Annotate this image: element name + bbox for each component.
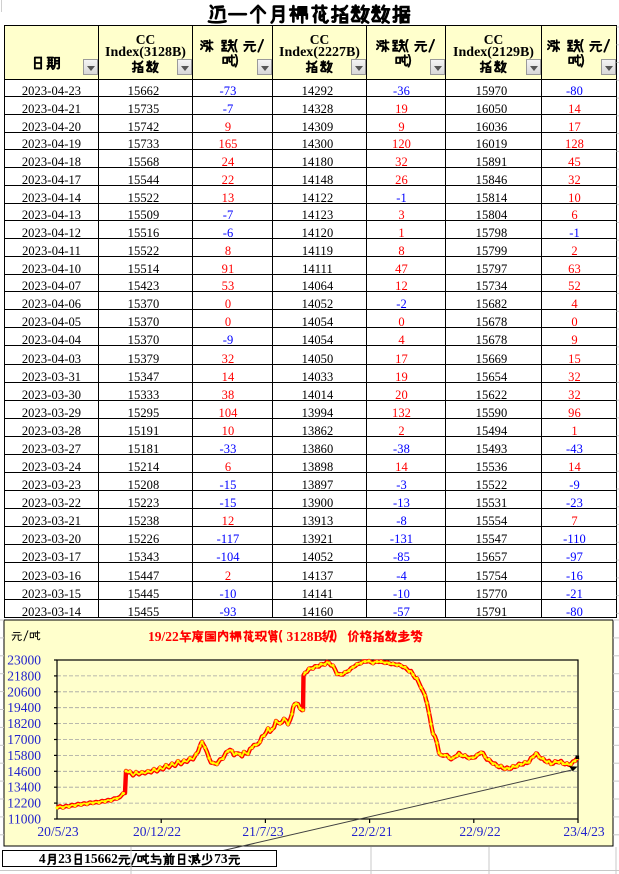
svg-text:23000: 23000 <box>7 653 41 668</box>
svg-text:14600: 14600 <box>7 764 41 779</box>
svg-text:20/12/22: 20/12/22 <box>133 824 181 839</box>
svg-text:19400: 19400 <box>7 700 41 715</box>
svg-text:17000: 17000 <box>7 732 41 747</box>
svg-text:22/9/22: 22/9/22 <box>459 824 500 839</box>
svg-text:20/5/23: 20/5/23 <box>37 824 79 839</box>
svg-text:18200: 18200 <box>7 716 41 731</box>
svg-text:21/7/23: 21/7/23 <box>242 824 284 839</box>
svg-text:22/2/21: 22/2/21 <box>351 824 392 839</box>
svg-text:15800: 15800 <box>7 748 41 763</box>
svg-text:12200: 12200 <box>7 796 41 811</box>
svg-text:21800: 21800 <box>7 668 41 683</box>
svg-text:13400: 13400 <box>7 780 41 795</box>
svg-text:11000: 11000 <box>8 812 41 827</box>
svg-text:23/4/23: 23/4/23 <box>563 824 605 839</box>
svg-text:20600: 20600 <box>7 684 41 699</box>
